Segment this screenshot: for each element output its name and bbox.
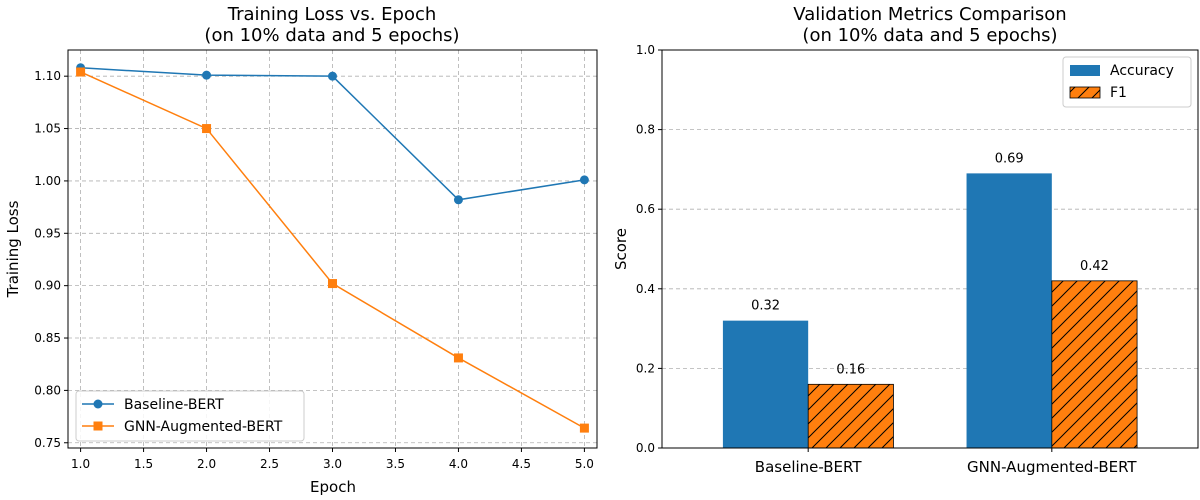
legend-label-gnn: GNN-Augmented-BERT [124, 419, 283, 435]
x-tick-label: 4.0 [449, 457, 468, 471]
y-axis-label: Score [612, 228, 630, 270]
y-tick-label: 0.80 [34, 383, 61, 397]
y-tick-label: 1.10 [34, 69, 61, 83]
data-label-f1: 0.16 [836, 362, 865, 377]
x-tick-label: 2.0 [197, 457, 216, 471]
x-tick-label: 3.0 [323, 457, 342, 471]
x-tick-label: GNN-Augmented-BERT [967, 458, 1137, 476]
training-loss-chart: Training Loss vs. Epoch (on 10% data and… [4, 4, 598, 496]
bar-f1 [1051, 280, 1138, 449]
data-point-baseline-bert [328, 71, 337, 81]
x-tick-label: 5.0 [575, 457, 594, 471]
legend: Baseline-BERT GNN-Augmented-BERT [75, 390, 305, 442]
y-tick-label: 1.0 [636, 43, 655, 57]
grid-lines [68, 50, 597, 448]
x-axis-label: Epoch [310, 478, 356, 496]
x-tick-label: 1.0 [71, 457, 90, 471]
chart-title: Validation Metrics Comparison [793, 4, 1066, 25]
data-point-baseline-bert [579, 175, 589, 185]
y-tick-label: 0.0 [636, 441, 655, 455]
legend-marker-circle [93, 399, 103, 409]
series-group [76, 63, 589, 433]
axis-ticks: 0.0 0.2 0.4 0.6 0.8 1.0 Baseline-BERT GNN-Augme… [636, 43, 1138, 476]
data-point-baseline-bert [202, 70, 212, 80]
bar-accuracy [966, 173, 1052, 448]
x-tick-label: 3.5 [386, 457, 405, 471]
chart-title: Training Loss vs. Epoch [227, 4, 437, 25]
x-tick-label: 4.5 [512, 457, 531, 471]
y-tick-label: 0.6 [636, 202, 655, 216]
x-tick-label: 2.5 [260, 457, 279, 471]
y-tick-label: 0.95 [34, 226, 61, 240]
chart-subtitle: (on 10% data and 5 epochs) [204, 25, 459, 46]
bar-f1 [807, 383, 894, 449]
data-point-gnn-augmented-bert [202, 124, 212, 134]
legend-swatch-accuracy [1070, 65, 1100, 76]
legend-label-baseline: Baseline-BERT [124, 397, 224, 413]
chart-subtitle: (on 10% data and 5 epochs) [802, 25, 1057, 46]
legend-label-accuracy: Accuracy [1110, 63, 1174, 79]
legend-marker-square [93, 421, 103, 431]
legend-box [75, 390, 305, 442]
axis-ticks: 1.0 1.5 2.0 2.5 3.0 3.5 4.0 4.5 5.0 0.75 0.80 0.85 0… [34, 69, 594, 471]
y-tick-label: 0.2 [636, 361, 655, 375]
validation-metrics-chart: Validation Metrics Comparison (on 10% da… [612, 4, 1199, 476]
data-point-gnn-augmented-bert [328, 279, 337, 289]
legend-label-f1: F1 [1110, 85, 1127, 101]
y-axis-label: Training Loss [4, 200, 22, 298]
y-tick-label: 0.85 [34, 331, 61, 345]
bar-group: 0.32 0.16 0.69 0.42 [722, 151, 1138, 449]
y-tick-label: 1.05 [34, 122, 61, 136]
y-tick-label: 0.8 [636, 123, 655, 137]
plot-frame [661, 49, 1199, 449]
data-point-gnn-augmented-bert [453, 353, 463, 363]
data-label-accuracy: 0.32 [751, 299, 780, 314]
data-point-baseline-bert [453, 195, 463, 205]
data-label-accuracy: 0.69 [995, 151, 1024, 166]
y-tick-label: 1.00 [34, 174, 61, 188]
y-tick-label: 0.75 [34, 436, 61, 450]
bar-accuracy [722, 320, 809, 448]
data-label-f1: 0.42 [1080, 259, 1109, 274]
x-tick-label: 1.5 [134, 457, 153, 471]
legend: Accuracy F1 [1062, 56, 1192, 108]
y-tick-label: 0.4 [636, 282, 655, 296]
x-tick-label: Baseline-BERT [755, 458, 863, 476]
legend-swatch-f1 [1069, 86, 1101, 99]
data-point-gnn-augmented-bert [579, 423, 589, 433]
data-point-gnn-augmented-bert [76, 67, 86, 77]
y-tick-label: 0.90 [34, 279, 61, 293]
